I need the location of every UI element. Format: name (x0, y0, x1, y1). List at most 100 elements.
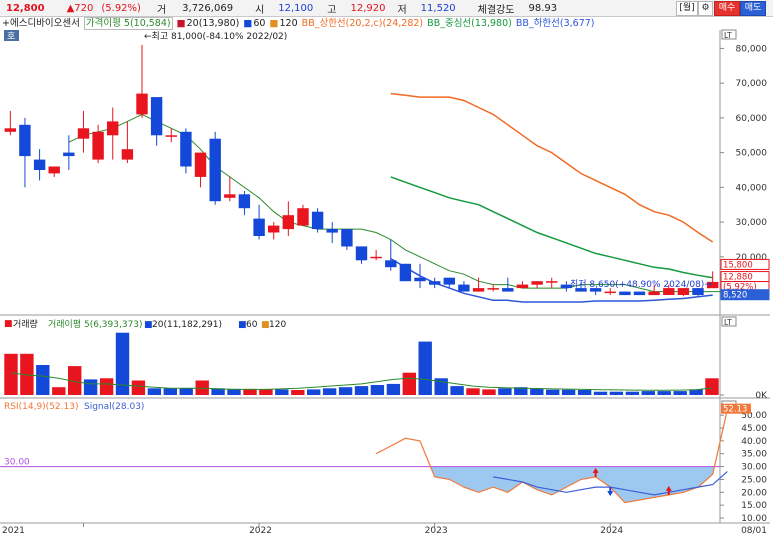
strength-value: 98.93 (528, 2, 558, 14)
volume-bar (131, 380, 146, 395)
quote-badge-box (4, 30, 19, 41)
sell-button[interactable]: 매도 (740, 1, 766, 16)
candle-body (633, 291, 646, 296)
volume-bar (211, 388, 225, 395)
period-monthly-button[interactable]: [월] (676, 1, 698, 16)
signal-line (493, 471, 728, 496)
volume-bar (354, 386, 369, 395)
price-axis-label: 60,000 (736, 114, 768, 124)
candle-body (107, 121, 119, 136)
candle-body (707, 281, 719, 289)
candle-body (282, 215, 294, 230)
volume-bar (546, 389, 560, 395)
volume-bar (163, 388, 177, 395)
volume-panel-badge: LT (724, 318, 732, 327)
ma60-legend-marker: ■ (243, 18, 253, 29)
price-change: ▲720 (66, 2, 94, 14)
bb-lower-legend[interactable]: BB_하한선(3,677) (515, 18, 595, 29)
price-axis-label: 30,000 (736, 218, 768, 228)
price-axis-label: 80,000 (736, 44, 768, 54)
candle-body (604, 291, 616, 294)
candle-body (663, 288, 675, 295)
price-axis-label: 70,000 (736, 79, 768, 89)
volume-bar (307, 389, 321, 395)
candle-body (692, 288, 704, 295)
volume-bar (609, 391, 624, 395)
bb-upper-legend[interactable]: BB_상한선(20,2,c)(24,282) (301, 18, 424, 29)
open-value: 12,100 (278, 2, 314, 14)
rsi-axis-label: 10.00 (741, 514, 767, 524)
high-label: 고 (327, 4, 337, 16)
ma120-legend[interactable]: 120 (279, 18, 298, 29)
bb-upper-line (390, 92, 714, 243)
candle-body (19, 124, 31, 157)
x-axis-last-label: 08/01 (741, 526, 767, 535)
candle-body (121, 149, 134, 160)
bb-mid-legend[interactable]: BB_중심선(13,980) (427, 18, 512, 29)
price-badge: 15,800 (723, 260, 753, 270)
volume-bar (402, 372, 416, 395)
price-axis-label: 20,000 (736, 253, 768, 263)
candle-body (253, 218, 265, 236)
candle-body (355, 246, 368, 261)
candle-body (33, 159, 46, 170)
rsi-value-badge-box (721, 403, 751, 414)
candle-body (224, 194, 236, 198)
bb-mid-line (390, 176, 713, 279)
volume-bar (705, 378, 719, 395)
volume-ma60-legend: 60 (246, 320, 258, 330)
ma120-legend-marker: ■ (269, 18, 279, 29)
candle-body (385, 260, 397, 268)
candle-body (268, 225, 280, 233)
volume-bar (36, 365, 50, 395)
x-axis-label: 2021 (2, 526, 25, 535)
signal-legend: Signal(28.03) (84, 402, 144, 412)
stock-name: +에스디바이오센서 (2, 18, 80, 29)
volume-bar (4, 353, 18, 395)
price-axis-label: 50,000 (736, 149, 768, 159)
candle-body (619, 291, 631, 296)
candle-body (297, 208, 309, 226)
rsi-oversold-fill (430, 466, 715, 503)
candle-body (311, 211, 324, 230)
volume-bar (673, 391, 687, 395)
volume-ma5-line (10, 372, 713, 391)
candle-body (429, 281, 441, 285)
candle-body (136, 93, 148, 115)
price-badge-box (720, 258, 770, 270)
bb-lower-line (390, 257, 713, 303)
rsi-axis-label: 45.00 (741, 424, 767, 434)
signal-up-arrow (665, 485, 672, 495)
volume-bar (291, 390, 305, 395)
rsi-axis-label: 35.00 (741, 450, 767, 460)
volume-value: 3,726,069 (182, 2, 234, 14)
volume-bar (179, 388, 193, 395)
rsi-level-label: 30.00 (4, 458, 30, 468)
candle-body (92, 131, 104, 160)
candle-body (414, 277, 426, 282)
ma60-legend[interactable]: 60 (253, 18, 266, 29)
low-value: 11,520 (420, 2, 456, 14)
ma20-legend[interactable]: 20(13,980) (186, 18, 240, 29)
volume-bar (322, 388, 337, 395)
price-badge-box (720, 289, 770, 301)
buy-button[interactable]: 매수 (714, 1, 740, 16)
high-value: 12,920 (350, 2, 386, 14)
volume-bar (641, 391, 655, 395)
volume-axis-label: 0K (755, 391, 768, 401)
ma5-legend[interactable]: 가격이평 5(10,584) (83, 17, 173, 30)
candle-body (516, 284, 529, 289)
x-axis-label: 2022 (249, 526, 272, 535)
volume-legend-marker: ■ (144, 320, 153, 330)
gear-icon[interactable]: ⚙ (698, 1, 713, 16)
candle-body (238, 194, 251, 209)
price-axis-label: 40,000 (736, 183, 768, 193)
candle-body (326, 229, 338, 233)
candle-body (560, 284, 573, 289)
candle-body (443, 277, 455, 285)
price-panel-badge: LT (724, 31, 732, 40)
volume-bar (482, 389, 496, 395)
candle-body (502, 288, 514, 292)
volume-bar (259, 389, 273, 395)
